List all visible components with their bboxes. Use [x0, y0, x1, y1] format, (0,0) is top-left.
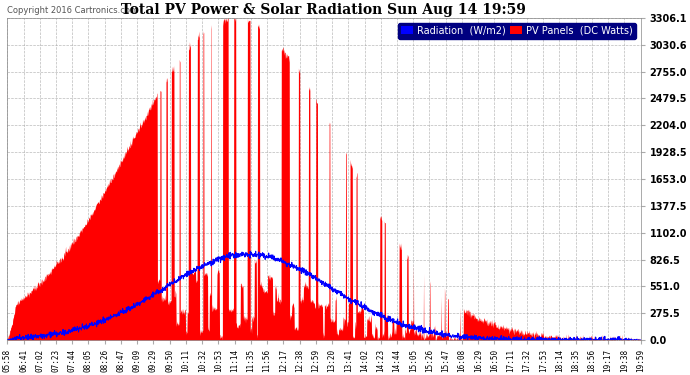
- Title: Total PV Power & Solar Radiation Sun Aug 14 19:59: Total PV Power & Solar Radiation Sun Aug…: [121, 3, 526, 17]
- Text: Copyright 2016 Cartronics.com: Copyright 2016 Cartronics.com: [8, 6, 139, 15]
- Legend: Radiation  (W/m2), PV Panels  (DC Watts): Radiation (W/m2), PV Panels (DC Watts): [398, 23, 635, 39]
